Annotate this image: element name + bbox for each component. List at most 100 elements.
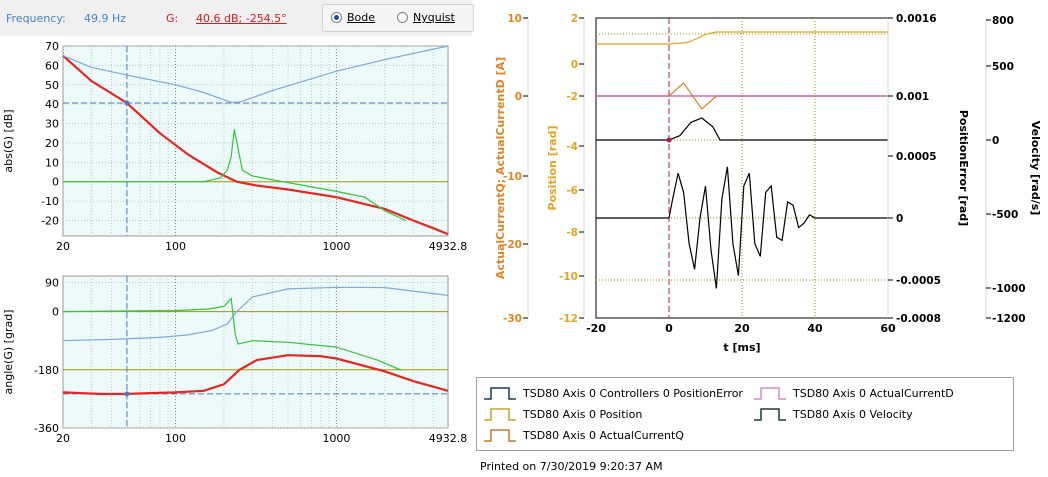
legend-label: TSD80 Axis 0 ActualCurrentD [793,386,954,400]
y-tick-label: -6 [566,185,578,197]
plot-area [62,275,449,429]
y-tick-label: 10 [507,13,522,25]
y-tick-label: 0 [992,135,999,147]
y-tick-label: 60 [45,59,59,72]
y-axis-label: Velocity [rad/s] [1029,121,1042,216]
legend-label: TSD80 Axis 0 Velocity [793,407,913,421]
y-tick-label: -20 [503,239,522,251]
y-tick-label: -360 [34,422,59,435]
y-tick-label: -0.0005 [896,275,941,287]
legend-label: TSD80 Axis 0 Position [523,407,643,421]
y-axis-label: abs(G) [dB] [2,109,15,172]
y-tick-label: 0 [52,306,59,319]
legend-item-actualcurrentd[interactable]: TSD80 Axis 0 ActualCurrentD [753,386,954,400]
time-plot: -20 0 20 40 60t [ms]100-10-20-30ActualCurren… [494,13,1042,354]
y-tick-label: 20 [45,137,59,150]
legend: TSD80 Axis 0 Controllers 0 PositionError… [476,377,1014,451]
x-tick-label: -20 [586,322,606,335]
legend-item-velocity[interactable]: TSD80 Axis 0 Velocity [753,407,913,421]
series-line [596,31,888,45]
trigger-marker [666,137,672,143]
y-axis-label: ActualCurrentQ; ActualCurrentD [A] [494,57,507,279]
bode-toolbar: Frequency: 49.9 Hz G: 40.6 dB; -254.5° B… [0,0,474,36]
y-tick-label: -180 [34,364,59,377]
y-axis-label: PositionError [rad] [957,110,970,226]
y-tick-label: 30 [45,118,59,131]
y-tick-label: -12 [559,313,578,325]
series-line-red [62,354,449,396]
x-tick-label: 4932.8 [429,240,468,253]
bode-radio[interactable]: Bode [331,11,375,24]
y-tick-label: 40 [45,98,59,111]
y-axis-label: angle(G) [grad] [2,310,15,395]
y-tick-label: -10 [41,195,59,208]
plot-area [62,45,449,237]
y-tick-label: -30 [503,313,522,325]
x-tick-label: 1000 [322,432,350,445]
series-line-blue [62,45,449,103]
y-axis-label: Position [rad] [546,126,559,211]
nyquist-radio[interactable]: Nyquist [397,11,455,24]
frequency-value: 49.9 Hz [84,12,127,25]
y-tick-label: 70 [45,40,59,53]
x-tick-label: 60 [880,322,896,335]
y-tick-label: -8 [566,227,578,239]
y-tick-label: 500 [992,61,1014,73]
legend-label: TSD80 Axis 0 ActualCurrentQ [523,428,684,442]
y-tick-label: -20 [41,214,59,227]
x-tick-label: 4932.8 [429,432,468,445]
legend-swatch-icon [484,408,516,421]
y-tick-label: 0 [571,59,578,71]
series-line [596,166,888,289]
series-line-blue [62,286,449,342]
x-tick-label: 100 [165,240,186,253]
x-tick-label: 40 [807,322,823,335]
y-tick-label: 0 [515,91,522,103]
y-tick-label: 0.001 [896,91,929,103]
x-tick-label: 100 [165,432,186,445]
y-tick-label: 0 [52,176,59,189]
legend-swatch-icon [484,387,516,400]
bode-radio-label[interactable]: Bode [347,11,376,24]
y-tick-label: 0.0005 [896,151,937,163]
y-tick-label: -500 [992,209,1018,221]
y-tick-label: -1000 [992,283,1026,295]
y-tick-label: -1200 [992,313,1026,325]
cursor-marker [124,391,130,397]
frequency-label: Frequency: [6,12,66,25]
y-tick-label: -10 [503,171,522,183]
legend-label: TSD80 Axis 0 Controllers 0 PositionError [523,386,743,400]
y-tick-label: -2 [566,91,578,103]
legend-item-position-error[interactable]: TSD80 Axis 0 Controllers 0 PositionError [483,386,743,400]
x-tick-label: 0 [665,322,673,335]
x-tick-label: 20 [56,240,70,253]
y-tick-label: 0.0016 [896,13,937,25]
legend-item-actualcurrentq[interactable]: TSD80 Axis 0 ActualCurrentQ [483,428,684,442]
legend-swatch-icon [754,408,786,421]
y-tick-label: -4 [566,141,578,153]
x-axis-label: t [ms] [723,341,760,354]
nyquist-radio-label[interactable]: Nyquist [413,11,455,24]
bode-radio-indicator[interactable] [331,12,342,23]
y-tick-label: 800 [992,15,1014,27]
y-tick-label: 50 [45,79,59,92]
cursor-marker [124,100,130,106]
y-tick-label: 90 [45,276,59,289]
legend-item-position[interactable]: TSD80 Axis 0 Position [483,407,642,421]
legend-swatch-icon [754,387,786,400]
y-tick-label: 10 [45,156,59,169]
y-tick-label: 0 [896,213,903,225]
x-tick-label: 20 [734,322,750,335]
x-tick-label: 1000 [322,240,350,253]
series-line-green [63,129,407,222]
y-tick-label: -0.0008 [896,313,941,325]
y-tick-label: 2 [571,13,578,25]
x-tick-label: 20 [56,432,70,445]
printed-timestamp: Printed on 7/30/2019 9:20:37 AM [480,460,663,473]
legend-swatch-icon [484,429,516,442]
series-line-red [62,54,449,236]
plot-mode-selector: Bode Nyquist [322,4,474,32]
nyquist-radio-indicator[interactable] [397,12,408,23]
